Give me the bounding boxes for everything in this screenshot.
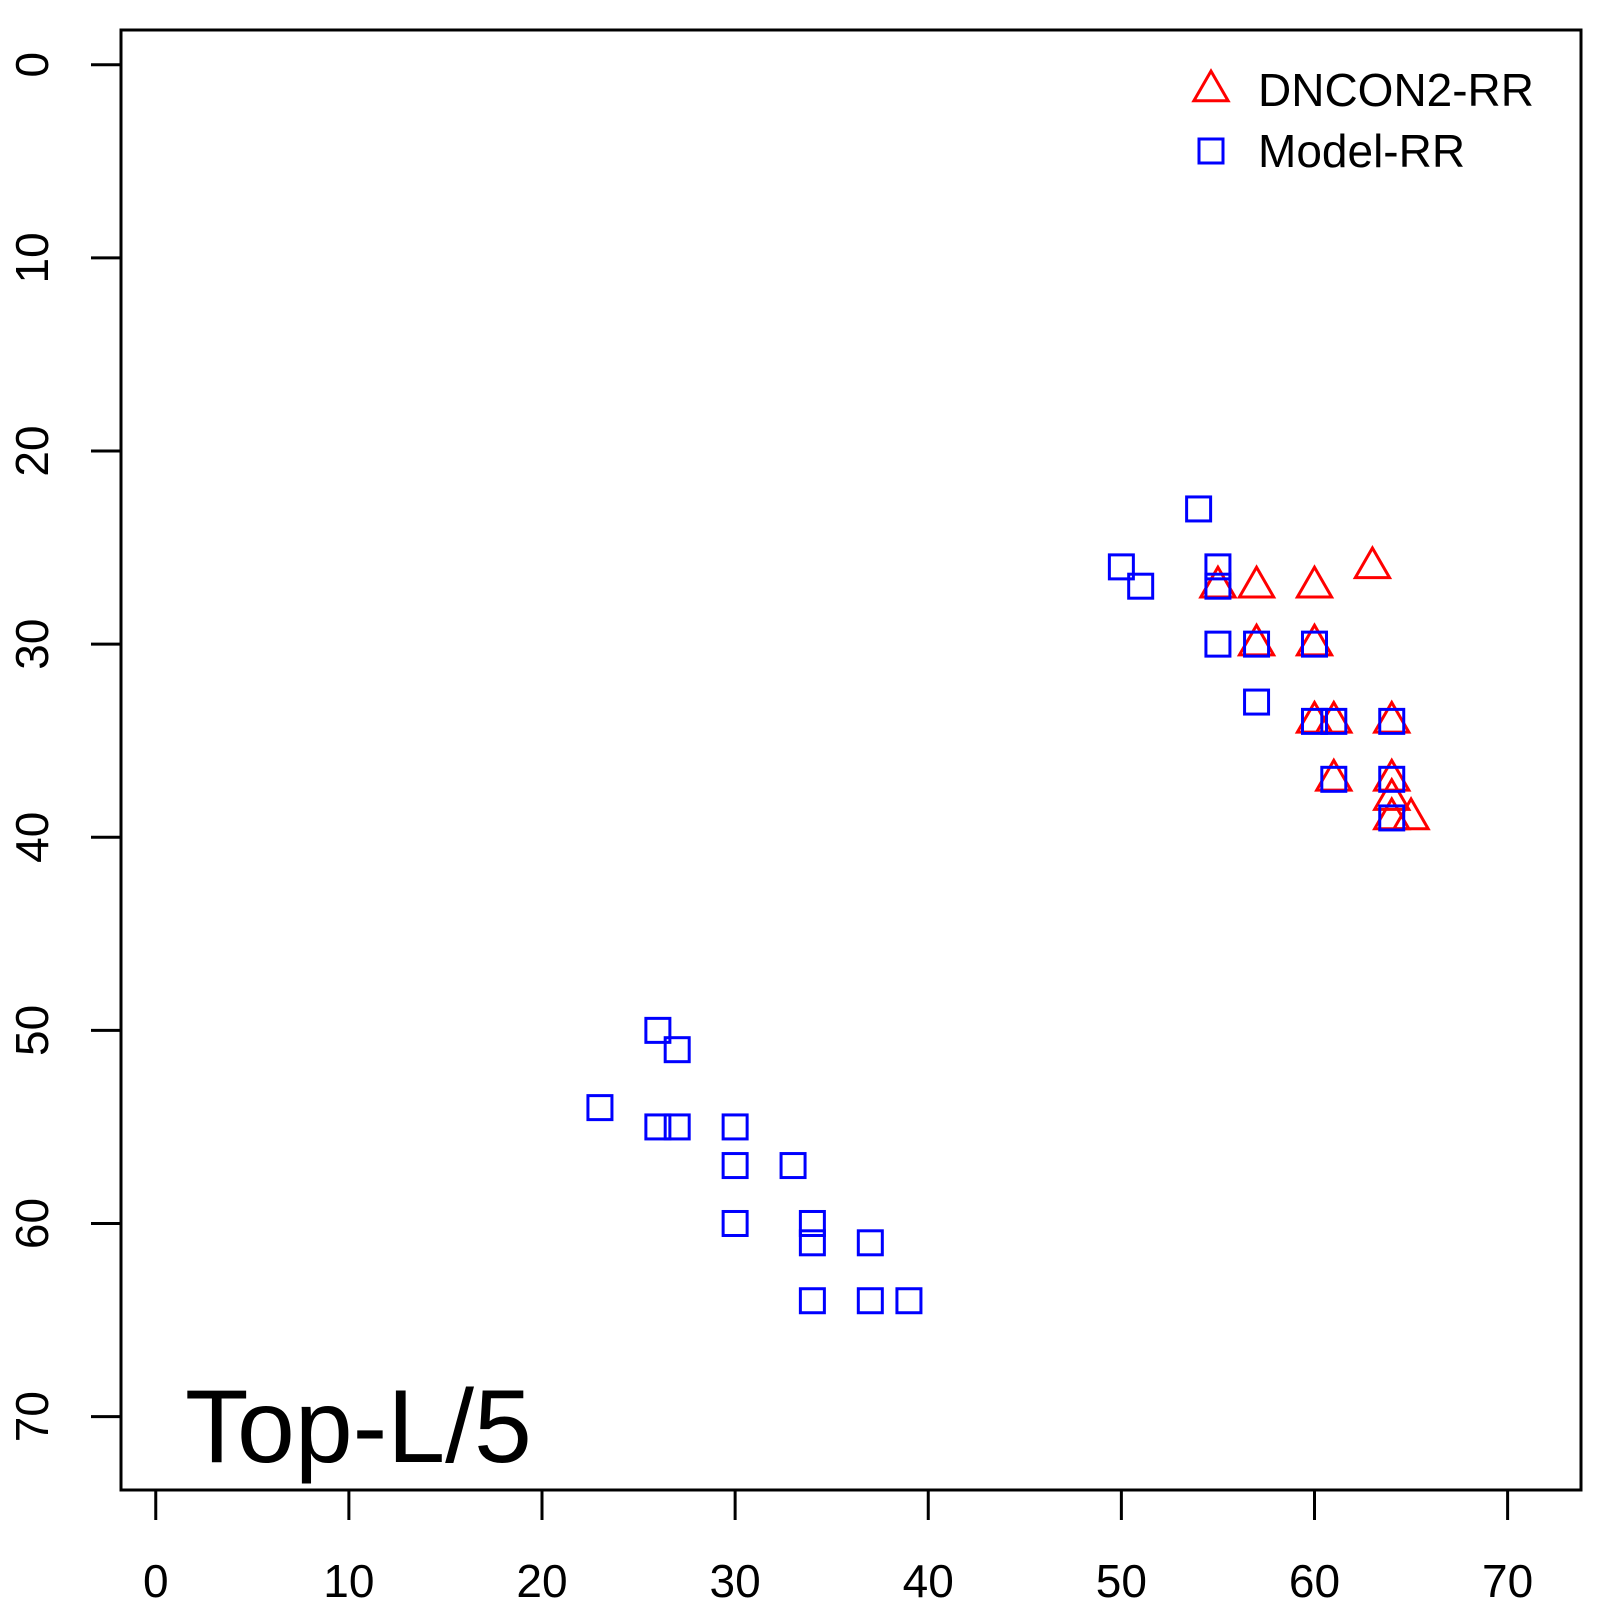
point-triangle <box>1294 564 1335 599</box>
point-square <box>798 1209 826 1237</box>
plot-frame <box>119 28 1583 1492</box>
y-tick-label: 20 <box>6 425 58 476</box>
series-model-rr <box>586 495 1406 1315</box>
point-square <box>1300 630 1328 658</box>
point-square <box>644 1016 672 1044</box>
y-tick-label: 70 <box>6 1391 58 1442</box>
point-square <box>1378 707 1406 735</box>
point-square <box>663 1113 691 1141</box>
x-axis: 0 10 20 30 40 50 60 70 <box>143 1488 1533 1600</box>
point-square <box>1127 572 1155 600</box>
legend-marker-triangle <box>1191 68 1231 103</box>
plot-annotation: Top-L/5 <box>185 1369 532 1485</box>
point-square <box>721 1152 749 1180</box>
point-triangle <box>1236 564 1277 599</box>
x-tick-label: 10 <box>323 1555 374 1600</box>
x-tick-label: 40 <box>903 1555 954 1600</box>
point-square <box>895 1287 923 1315</box>
point-square <box>721 1113 749 1141</box>
point-square <box>856 1287 884 1315</box>
point-square <box>721 1209 749 1237</box>
point-square <box>1243 630 1271 658</box>
x-tick-label: 30 <box>710 1555 761 1600</box>
y-tick-label: 0 <box>6 52 58 78</box>
point-square <box>663 1036 691 1064</box>
point-square <box>1378 804 1406 832</box>
point-square <box>1185 495 1213 523</box>
legend-label: Model-RR <box>1258 125 1465 177</box>
x-tick-label: 50 <box>1096 1555 1147 1600</box>
y-tick-label: 10 <box>6 232 58 283</box>
point-triangle <box>1372 776 1412 811</box>
point-triangle <box>1352 544 1393 580</box>
point-square <box>1243 688 1271 716</box>
x-tick-label: 0 <box>143 1555 169 1600</box>
point-square <box>856 1229 884 1257</box>
point-square <box>1320 707 1348 735</box>
legend-marker-square <box>1197 137 1225 165</box>
y-tick-label: 60 <box>6 1198 58 1249</box>
point-square <box>1204 553 1232 581</box>
point-square <box>1204 572 1232 600</box>
x-tick-label: 20 <box>516 1555 567 1600</box>
point-square <box>1204 630 1232 658</box>
point-square <box>798 1287 826 1315</box>
legend-label: DNCON2-RR <box>1258 64 1534 116</box>
y-tick-label: 30 <box>6 619 58 670</box>
y-axis: 0 10 20 30 40 50 60 70 <box>6 52 123 1442</box>
point-square <box>798 1229 826 1257</box>
point-square <box>1378 765 1406 793</box>
point-square <box>586 1094 614 1122</box>
y-tick-label: 50 <box>6 1005 58 1056</box>
x-tick-label: 60 <box>1289 1555 1340 1600</box>
point-square <box>1320 765 1348 793</box>
y-tick-label: 40 <box>6 812 58 863</box>
point-square <box>1300 707 1328 735</box>
point-square <box>1107 553 1135 581</box>
legend: DNCON2-RR Model-RR <box>1191 64 1534 177</box>
point-square <box>779 1152 807 1180</box>
data-points <box>586 495 1431 1315</box>
x-tick-label: 70 <box>1482 1555 1533 1600</box>
series-dncon2-rr <box>1198 544 1431 831</box>
point-square <box>644 1113 672 1141</box>
